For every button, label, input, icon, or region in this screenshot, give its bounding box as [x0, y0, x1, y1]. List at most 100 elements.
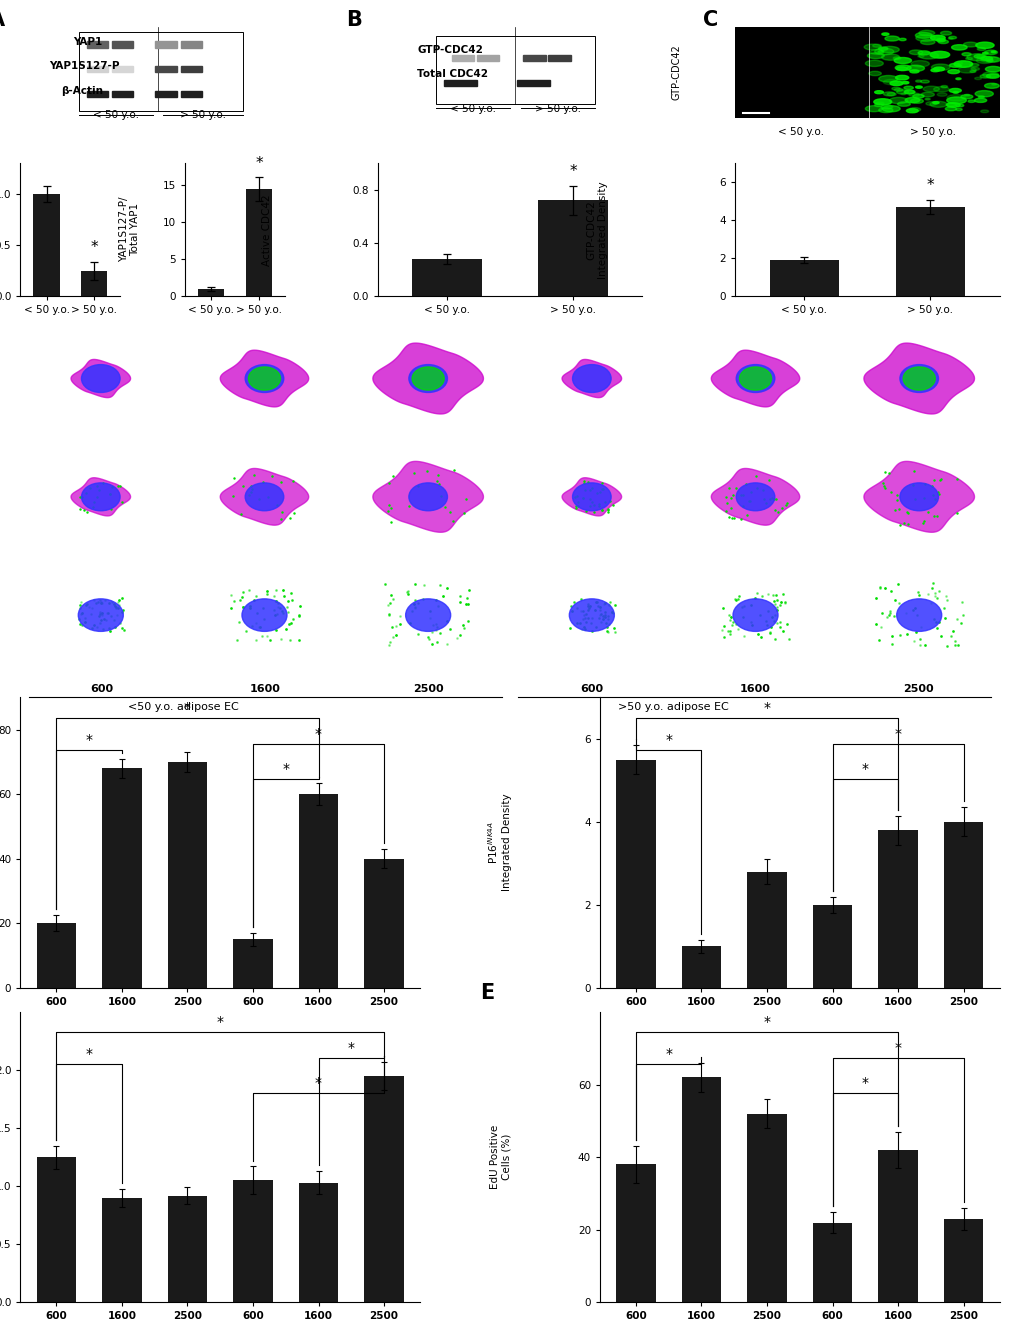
Bar [155, 90, 177, 97]
Polygon shape [71, 477, 130, 516]
Circle shape [946, 104, 955, 106]
Bar [516, 80, 549, 86]
Circle shape [979, 110, 987, 113]
Bar [180, 65, 202, 72]
Circle shape [736, 364, 774, 392]
Circle shape [953, 61, 972, 68]
Text: C: C [702, 11, 717, 31]
Circle shape [915, 35, 934, 41]
Bar [615, 760, 655, 987]
Text: >50 y.o. adipose EC: >50 y.o. adipose EC [618, 703, 728, 712]
Text: <50 y.o.: <50 y.o. [680, 1041, 722, 1051]
Circle shape [973, 54, 984, 58]
Text: *: * [255, 155, 263, 170]
Bar [112, 65, 133, 72]
Bar [747, 1114, 786, 1302]
Text: *: * [569, 163, 577, 179]
Bar [877, 1150, 917, 1302]
Circle shape [946, 97, 965, 104]
Polygon shape [220, 350, 309, 407]
Circle shape [955, 109, 961, 110]
Text: *: * [216, 1015, 223, 1030]
Circle shape [973, 98, 985, 102]
Circle shape [572, 364, 610, 392]
Circle shape [909, 51, 922, 54]
Circle shape [904, 97, 919, 102]
Y-axis label: P16$^{INK4A}$
Integrated Density: P16$^{INK4A}$ Integrated Density [486, 793, 512, 892]
Circle shape [890, 81, 902, 85]
Circle shape [979, 56, 998, 62]
Circle shape [929, 36, 945, 40]
Y-axis label: GTP-CDC42
Integrated Density: GTP-CDC42 Integrated Density [586, 181, 607, 279]
Circle shape [917, 51, 929, 54]
Text: 1600: 1600 [250, 684, 280, 694]
Circle shape [880, 54, 899, 60]
Circle shape [903, 86, 912, 89]
Circle shape [895, 76, 908, 80]
Bar [37, 924, 76, 987]
Text: <50 y.o.: <50 y.o. [101, 1041, 144, 1051]
Circle shape [946, 102, 959, 108]
Circle shape [908, 93, 919, 97]
Polygon shape [561, 359, 621, 397]
Bar [451, 54, 474, 61]
Circle shape [895, 65, 910, 70]
Text: *: * [183, 700, 191, 715]
Bar [246, 189, 272, 296]
Circle shape [891, 88, 899, 90]
Circle shape [920, 80, 928, 82]
Circle shape [896, 599, 941, 631]
Bar [78, 32, 243, 110]
Circle shape [412, 367, 444, 391]
Circle shape [406, 599, 450, 631]
Circle shape [979, 74, 989, 78]
Circle shape [949, 64, 960, 68]
Bar [168, 762, 207, 987]
Bar [112, 41, 133, 48]
Text: β-Actin: β-Actin [61, 86, 103, 96]
Circle shape [889, 97, 907, 104]
Bar [34, 194, 59, 296]
Text: *: * [894, 727, 901, 740]
Circle shape [924, 98, 929, 100]
Circle shape [963, 43, 976, 47]
Circle shape [917, 56, 923, 57]
Text: *: * [315, 727, 322, 740]
Circle shape [245, 364, 283, 392]
Text: A: A [0, 11, 5, 31]
Bar [877, 831, 917, 987]
Circle shape [881, 105, 900, 112]
Circle shape [932, 86, 949, 92]
Text: < 50 y.o.: < 50 y.o. [777, 128, 823, 137]
Text: > 50 y.o.: > 50 y.o. [910, 128, 956, 137]
Text: >50 y.o.: >50 y.o. [875, 1041, 918, 1051]
Polygon shape [863, 343, 973, 415]
Circle shape [969, 64, 978, 66]
Bar [943, 821, 982, 987]
Circle shape [948, 37, 953, 40]
Bar [299, 795, 338, 987]
Bar [81, 271, 107, 296]
Circle shape [899, 364, 937, 392]
Circle shape [893, 57, 900, 60]
Circle shape [882, 92, 894, 96]
Bar [412, 259, 481, 296]
Circle shape [940, 32, 951, 35]
Text: YAP1S127-P: YAP1S127-P [50, 61, 120, 72]
Circle shape [970, 68, 978, 70]
Polygon shape [710, 350, 799, 407]
Bar [299, 1183, 338, 1302]
Circle shape [925, 102, 935, 105]
Text: >50 y.o.: >50 y.o. [297, 1041, 339, 1051]
Circle shape [908, 108, 920, 112]
Bar [523, 54, 545, 61]
Circle shape [878, 76, 897, 82]
Polygon shape [373, 461, 483, 533]
Text: *: * [315, 1076, 322, 1090]
Circle shape [990, 51, 995, 53]
Circle shape [983, 51, 997, 54]
Circle shape [873, 98, 891, 105]
Circle shape [881, 33, 888, 36]
Bar [37, 1158, 76, 1302]
Bar [198, 288, 224, 296]
